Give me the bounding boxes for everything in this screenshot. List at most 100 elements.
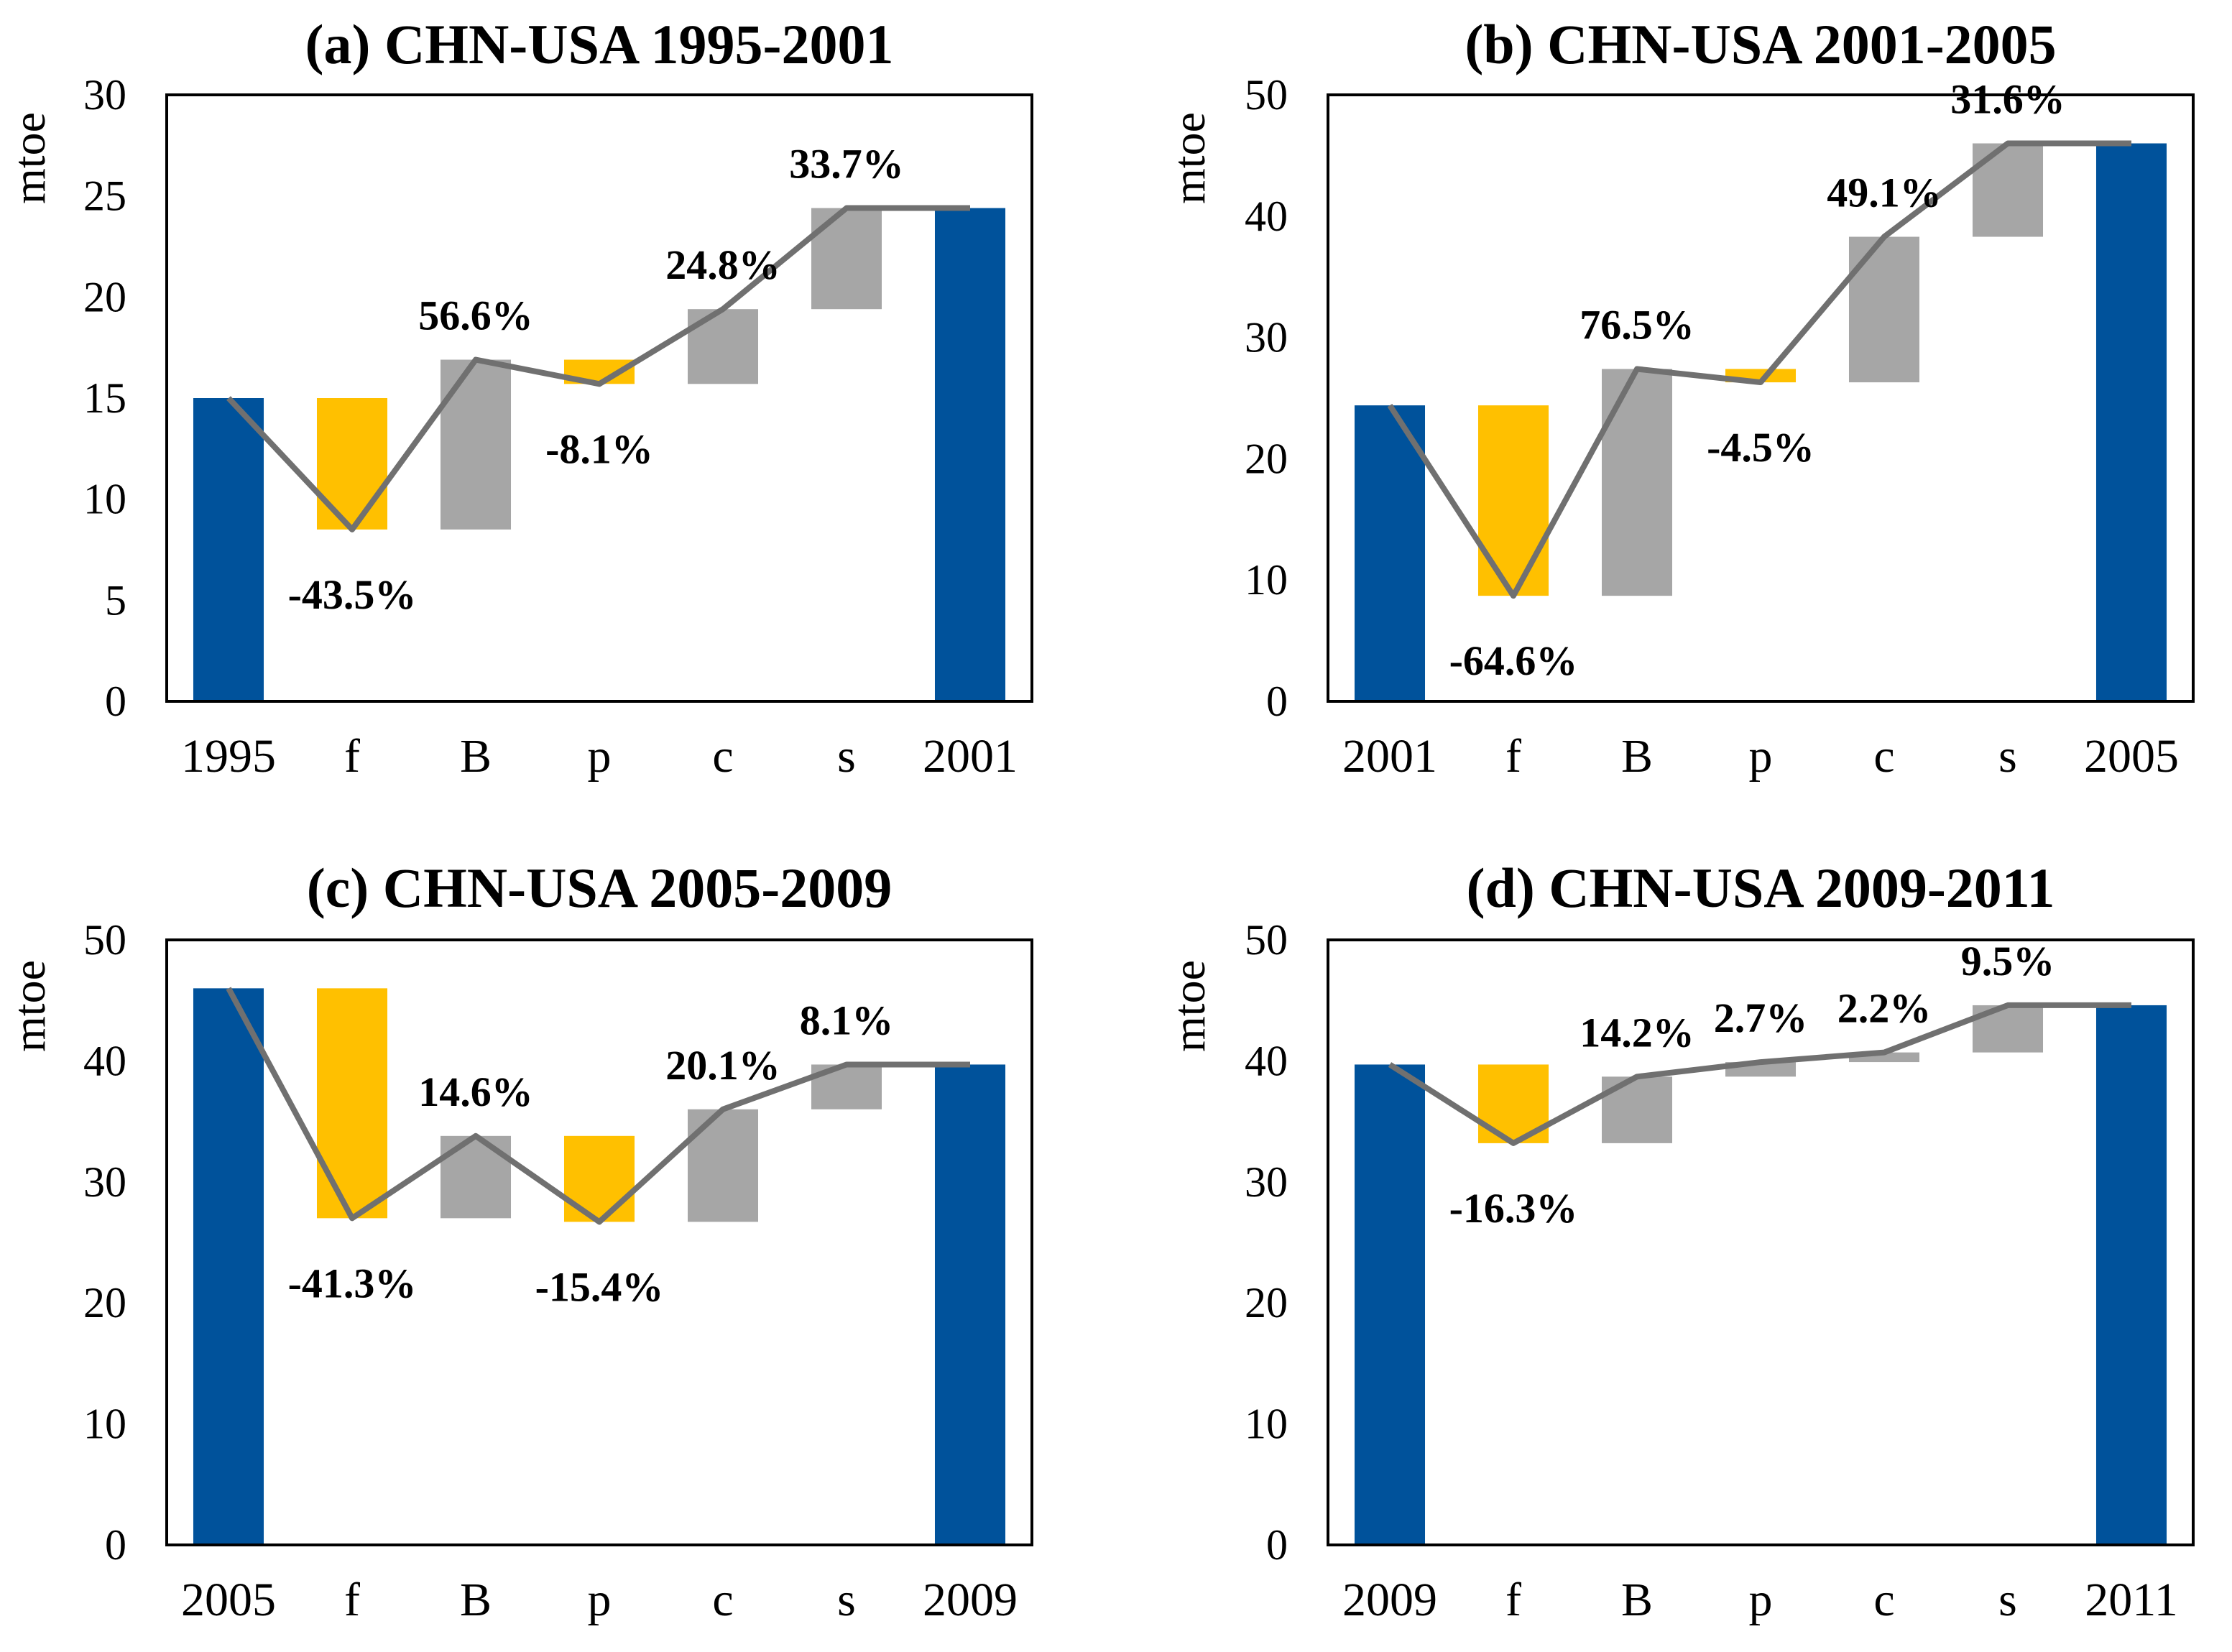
panel-a-title: (a) CHN-USA 1995-2001 — [305, 13, 894, 75]
panel-d-data-label: 2.2% — [1837, 985, 1932, 1032]
panel-d-level-line — [1388, 1002, 2131, 1146]
panel-b-y-tick-label: 50 — [1245, 71, 1288, 119]
panel-a-y-tick-label: 30 — [83, 71, 126, 119]
panel-c-y-axis-label: mtoe — [4, 960, 55, 1052]
panel-a-y-tick-label: 0 — [105, 678, 126, 725]
panel-b-bar-f — [1477, 405, 1549, 596]
panel-c-data-label: 20.1% — [665, 1042, 780, 1089]
panel-d-bar-B — [1601, 1076, 1673, 1143]
panel-c-y-tick-label: 0 — [105, 1521, 126, 1569]
panel-d-plot-frame — [1327, 938, 2195, 1546]
panel-c-bar-p — [563, 1135, 635, 1222]
panel-b-bar-c — [1848, 236, 1920, 383]
panel-d-x-tick-label: s — [1998, 1574, 2017, 1626]
panel-d-y-axis-label: mtoe — [1163, 960, 1214, 1052]
panel-c-bar-2009 — [934, 1064, 1006, 1545]
panel-c-y-tick-label: 30 — [83, 1158, 126, 1206]
panel-a-data-label: -8.1% — [545, 425, 653, 472]
panel-a-data-label: 33.7% — [789, 141, 904, 188]
panel-a-x-tick-label: f — [344, 730, 360, 783]
panel-c-bar-f — [316, 988, 388, 1219]
panel-b-data-label: -4.5% — [1707, 424, 1814, 471]
panel-c-x-tick-label: p — [588, 1574, 612, 1626]
panel-d-x-tick-label: f — [1505, 1574, 1521, 1626]
panel-a-bar-2001 — [934, 208, 1006, 702]
panel-a-y-tick-label: 25 — [83, 172, 126, 220]
panel-d-y-tick-label: 20 — [1245, 1279, 1288, 1326]
panel-d-y-tick-label: 0 — [1266, 1521, 1288, 1569]
panel-a-data-label: 56.6% — [418, 292, 533, 339]
panel-c-x-tick-label: 2009 — [923, 1574, 1018, 1626]
panel-b-bar-2001 — [1354, 405, 1426, 701]
panel-a-bar-c — [687, 309, 759, 384]
panel-b-plot-frame — [1327, 93, 2195, 703]
panel-b-data-label: 76.5% — [1580, 301, 1694, 348]
panel-c-x-tick-label: f — [344, 1574, 360, 1626]
panel-d: (d) CHN-USA 2009-2011 mtoe 0 10 20 30 40 50 2009… — [1163, 857, 2195, 1626]
panel-b-y-tick-label: 0 — [1266, 678, 1288, 725]
panel-a-x-tick-label: 1995 — [181, 730, 276, 783]
panel-b-y-tick-label: 30 — [1245, 314, 1288, 361]
panel-d-x-tick-label: p — [1749, 1574, 1773, 1626]
panel-b-bar-B — [1601, 369, 1673, 596]
panel-b-data-label: -64.6% — [1449, 637, 1578, 684]
panel-a-x-tick-label: s — [837, 730, 856, 783]
panel-b-data-label: 49.1% — [1827, 169, 1942, 216]
panel-d-data-label: 14.2% — [1580, 1009, 1694, 1056]
panel-a-y-tick-label: 20 — [83, 273, 126, 320]
panel-d-title: (d) CHN-USA 2009-2011 — [1466, 857, 2055, 919]
panel-a-x-tick-label: c — [712, 730, 733, 783]
panel-b-y-tick-label: 40 — [1245, 193, 1288, 240]
panel-c-y-tick-label: 40 — [83, 1037, 126, 1084]
panel-d-x-tick-label: 2011 — [2085, 1574, 2178, 1626]
panel-a-bar-s — [811, 208, 882, 310]
panel-c-bar-c — [687, 1109, 759, 1222]
panel-c-data-label: 8.1% — [800, 997, 894, 1043]
panel-c-data-label: -41.3% — [288, 1260, 417, 1306]
panel-c: (c) CHN-USA 2005-2009 mtoe 0 10 20 30 40 50 2005… — [4, 857, 1033, 1626]
panel-a-bar-1995 — [193, 398, 264, 701]
panel-c-y-tick-label: 10 — [83, 1400, 126, 1448]
panel-c-level-line — [226, 987, 970, 1225]
panel-a: (a) CHN-USA 1995-2001 mtoe 0 5 10 15 20 25 30 199… — [4, 13, 1033, 783]
panel-b-data-label: 31.6% — [1950, 76, 2065, 123]
panel-a-x-tick-label: p — [588, 730, 612, 783]
panel-c-x-tick-label: c — [712, 1574, 733, 1626]
panel-b: (b) CHN-USA 2001-2005 mtoe 0 10 20 30 40 50 2001… — [1163, 13, 2195, 783]
panel-a-data-label: -43.5% — [288, 571, 417, 618]
panel-c-bar-2005 — [193, 988, 264, 1545]
panel-c-bar-B — [440, 1135, 512, 1219]
panel-d-y-tick-label: 40 — [1245, 1037, 1288, 1084]
panel-d-y-tick-label: 50 — [1245, 916, 1288, 964]
panel-b-x-tick-label: B — [1621, 730, 1653, 783]
panel-d-data-label: 2.7% — [1714, 995, 1808, 1041]
panel-a-x-tick-label: 2001 — [923, 730, 1018, 783]
panel-b-title: (b) CHN-USA 2001-2005 — [1465, 13, 2056, 75]
panel-d-x-tick-label: B — [1621, 1574, 1653, 1626]
panel-d-x-tick-label: 2009 — [1342, 1574, 1437, 1626]
panel-a-x-tick-label: B — [460, 730, 492, 783]
panel-a-y-tick-label: 15 — [83, 374, 126, 422]
panel-c-y-tick-label: 20 — [83, 1279, 126, 1326]
panel-b-y-tick-label: 10 — [1245, 556, 1288, 604]
panel-d-x-tick-label: c — [1873, 1574, 1894, 1626]
panel-c-y-tick-label: 50 — [83, 916, 126, 964]
panel-a-y-axis-label: mtoe — [4, 112, 55, 204]
panel-b-y-tick-label: 20 — [1245, 435, 1288, 482]
panel-b-level-line — [1387, 140, 2131, 599]
panel-b-x-tick-label: f — [1505, 730, 1521, 783]
panel-d-y-tick-label: 30 — [1245, 1158, 1288, 1206]
panel-b-bar-2005 — [2095, 143, 2167, 701]
panel-b-y-axis-label: mtoe — [1163, 112, 1214, 204]
panel-b-x-tick-label: s — [1998, 730, 2017, 783]
panel-c-x-tick-label: s — [837, 1574, 856, 1626]
panel-b-x-tick-label: c — [1873, 730, 1894, 783]
panel-c-data-label: -15.4% — [535, 1263, 664, 1310]
panel-d-data-label: 9.5% — [1961, 938, 2055, 984]
panel-a-bar-B — [440, 359, 512, 530]
panel-b-bar-s — [1972, 143, 2044, 237]
panel-a-bar-f — [316, 398, 388, 530]
panel-b-x-tick-label: p — [1749, 730, 1773, 783]
panel-d-data-label: -16.3% — [1449, 1185, 1578, 1232]
